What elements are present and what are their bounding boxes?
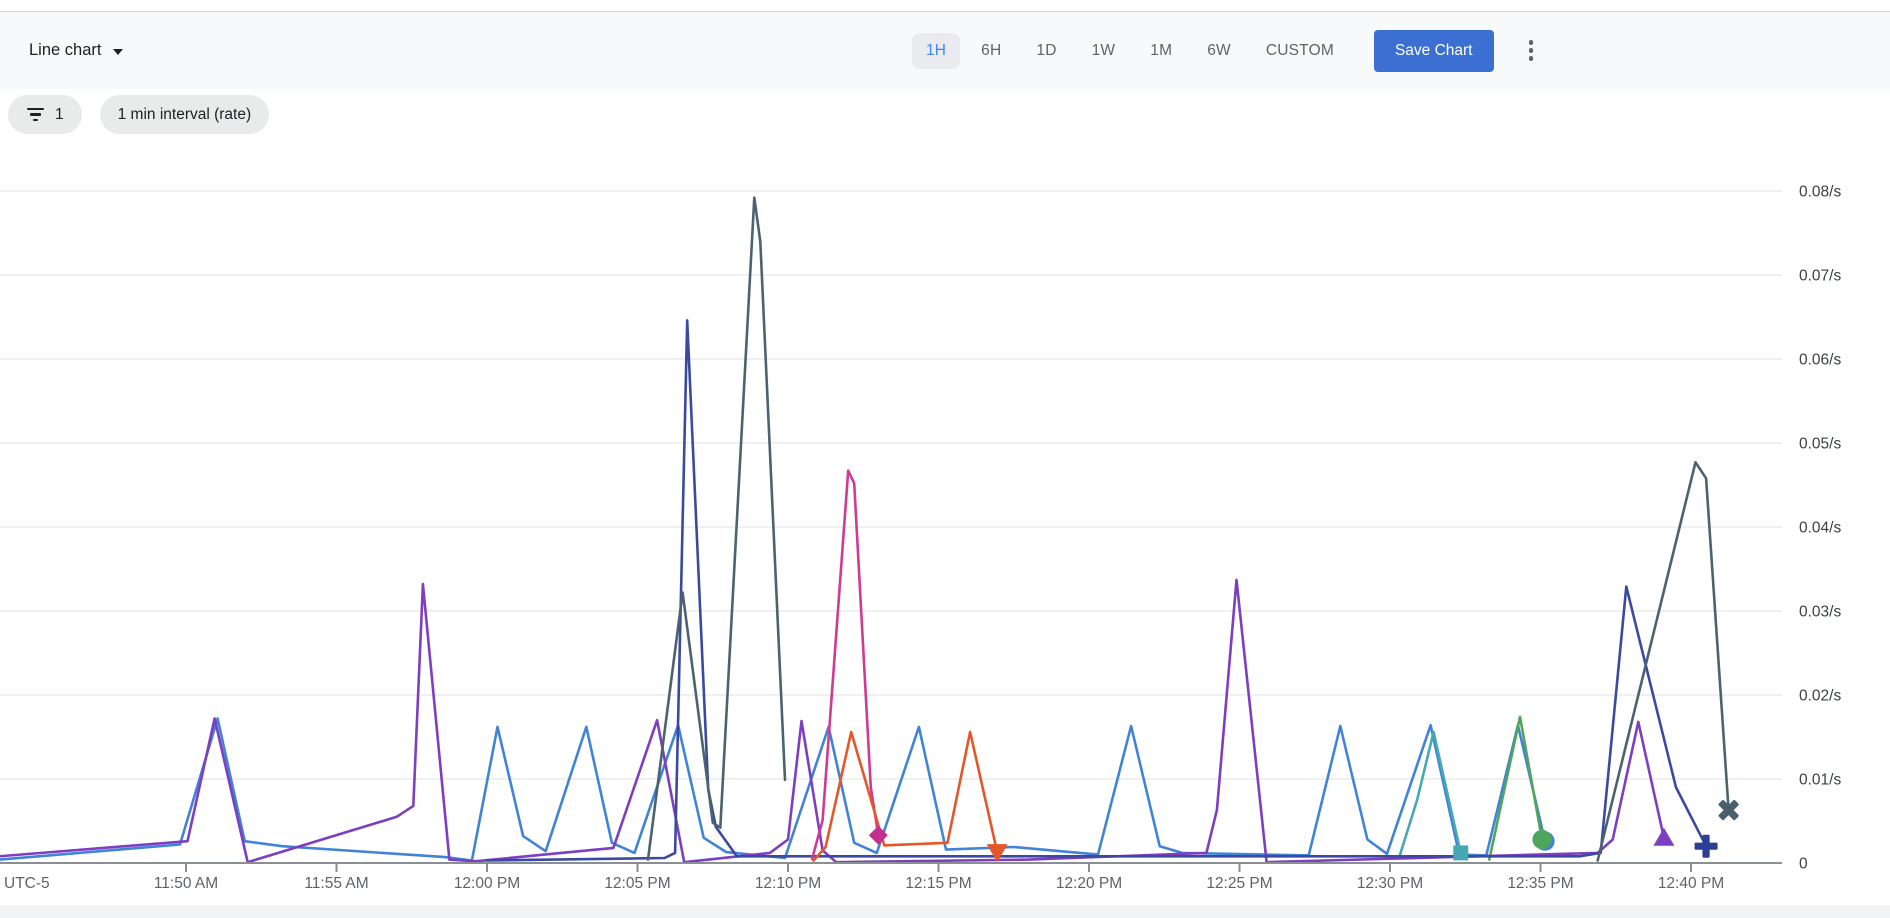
filter-icon <box>26 107 45 122</box>
interval-chip-label: 1 min interval (rate) <box>117 105 252 123</box>
timezone-label: UTC-5 <box>4 875 50 892</box>
x-axis-label: 12:20 PM <box>1056 875 1122 892</box>
caret-down-icon <box>113 48 124 55</box>
y-axis-label: 0.06/s <box>1799 352 1841 369</box>
bottom-strip <box>0 905 1890 918</box>
time-range-6w[interactable]: 6W <box>1193 33 1245 69</box>
series-magenta-end-marker-diamond <box>868 825 888 845</box>
x-axis-label: 12:40 PM <box>1658 875 1724 892</box>
series-orange-end-marker-triangle-down <box>986 844 1008 863</box>
series-slate-line <box>646 196 787 861</box>
time-range-group: 1H 6H 1D 1W 1M 6W CUSTOM <box>911 32 1348 69</box>
x-axis-label: 12:25 PM <box>1206 875 1272 892</box>
time-range-6h[interactable]: 6H <box>967 33 1015 69</box>
series-magenta-line <box>810 469 880 861</box>
y-axis-label: 0.05/s <box>1799 436 1841 453</box>
series-teal-end-marker-square <box>1453 845 1469 861</box>
chart-type-selector[interactable]: Line chart <box>27 37 125 64</box>
series-purple-line <box>0 578 1666 864</box>
time-range-1h[interactable]: 1H <box>911 32 961 69</box>
interval-chip[interactable]: 1 min interval (rate) <box>99 95 270 134</box>
series-teal-line <box>1397 730 1462 860</box>
series-orange-line <box>812 730 999 862</box>
y-axis-label: 0.01/s <box>1799 772 1841 789</box>
chart-header-bar: Line chart 1H 6H 1D 1W 1M 6W CUSTOM Save Chart <box>0 11 1890 89</box>
end-markers <box>868 799 1739 863</box>
series-navy-line <box>485 319 1708 862</box>
save-chart-button[interactable]: Save Chart <box>1373 29 1494 72</box>
x-axis-label: 12:10 PM <box>755 875 821 892</box>
y-axis-label: 0.02/s <box>1799 688 1841 705</box>
series-lines <box>0 196 1730 864</box>
filter-count-chip[interactable]: 1 <box>8 95 82 134</box>
time-range-custom[interactable]: CUSTOM <box>1252 33 1348 69</box>
filter-chip-row: 1 1 min interval (rate) <box>8 95 270 134</box>
y-axis-label: 0.04/s <box>1799 520 1841 537</box>
series-green-line <box>1488 715 1544 861</box>
top-strip <box>0 0 1890 11</box>
x-axis-label: 11:50 AM <box>154 875 218 892</box>
x-axis-label: 12:00 PM <box>454 875 520 892</box>
filter-count-label: 1 <box>55 105 64 123</box>
x-axis-label: 12:30 PM <box>1357 875 1423 892</box>
x-axis-label: 12:35 PM <box>1507 875 1573 892</box>
x-axis-label: 12:05 PM <box>604 875 670 892</box>
chart-type-label: Line chart <box>29 41 102 59</box>
series-purple-end-marker-triangle-up <box>1653 827 1675 846</box>
series-navy-end-marker-plus <box>1694 834 1718 858</box>
more-vert-icon[interactable] <box>1524 35 1539 66</box>
axis-labels: 0.08/s 0.07/s 0.06/s 0.05/s 0.04/s 0.03/s 0.02… <box>4 184 1841 893</box>
time-range-1w[interactable]: 1W <box>1078 33 1130 69</box>
time-range-1m[interactable]: 1M <box>1136 33 1186 69</box>
y-axis-label: 0.07/s <box>1799 268 1841 285</box>
series-slate-end-marker-x <box>1718 799 1739 821</box>
x-axis <box>0 862 1782 872</box>
series-slate-line <box>1596 460 1730 862</box>
gridlines <box>0 190 1782 780</box>
x-axis-label: 11:55 AM <box>304 875 368 892</box>
time-range-1d[interactable]: 1D <box>1022 33 1070 69</box>
series-green-end-marker-circle <box>1532 829 1552 850</box>
y-axis-label: 0.08/s <box>1799 184 1841 201</box>
y-axis-label: 0 <box>1799 856 1808 873</box>
y-axis-label: 0.03/s <box>1799 604 1841 621</box>
x-axis-label: 12:15 PM <box>905 875 971 892</box>
